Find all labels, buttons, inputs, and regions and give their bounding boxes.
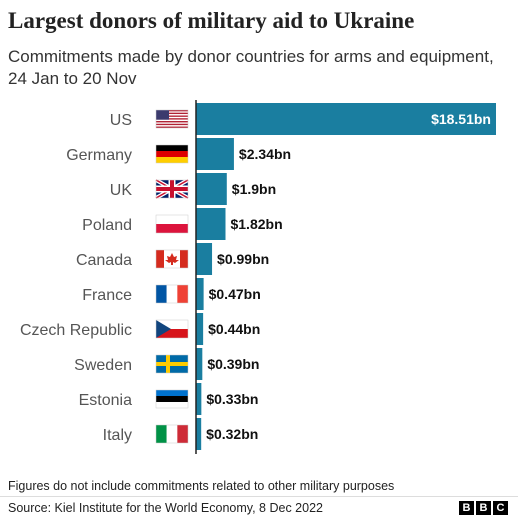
uk-flag-icon	[155, 178, 189, 200]
bar	[196, 138, 234, 170]
value-label: $2.34bn	[239, 146, 291, 162]
category-label: UK	[110, 182, 133, 199]
category-label: Poland	[82, 217, 132, 234]
bbc-logo-letter: B	[459, 501, 474, 515]
bar	[196, 208, 226, 240]
italy-flag-icon	[155, 424, 189, 444]
germany-flag-icon	[155, 144, 189, 164]
chart-title: Largest donors of military aid to Ukrain…	[8, 8, 415, 33]
bar	[196, 383, 202, 415]
category-label: Sweden	[74, 357, 132, 374]
divider	[0, 496, 518, 497]
chart-subtitle: Commitments made by donor countries for …	[8, 47, 494, 88]
bbc-logo-letter: B	[476, 501, 491, 515]
us-flag-icon	[155, 109, 189, 129]
bar	[196, 348, 203, 380]
value-label: $0.32bn	[206, 426, 258, 442]
bar-chart: US $18.51bn Germany $2.34bn UK $1.9bn Poland $1…	[20, 100, 496, 454]
bbc-logo-letter: C	[493, 501, 508, 515]
canada-flag-icon	[155, 249, 189, 269]
sweden-flag-icon	[155, 354, 189, 374]
category-label: Germany	[66, 147, 132, 164]
bar	[196, 278, 204, 310]
category-label: Czech Republic	[20, 322, 132, 339]
bar	[196, 173, 227, 205]
bar	[196, 313, 204, 345]
value-label: $1.82bn	[230, 216, 282, 232]
value-label: $0.33bn	[206, 391, 258, 407]
value-label: $0.99bn	[217, 251, 269, 267]
bar	[196, 243, 213, 275]
estonia-flag-icon	[155, 389, 189, 409]
value-label: $0.44bn	[208, 321, 260, 337]
france-flag-icon	[155, 284, 189, 304]
bbc-logo: B B C	[459, 501, 508, 515]
category-label: US	[110, 112, 132, 129]
value-label: $1.9bn	[232, 181, 276, 197]
source-text: Source: Kiel Institute for the World Eco…	[8, 501, 323, 515]
bar	[196, 103, 496, 135]
category-label: Canada	[76, 252, 132, 269]
category-label: France	[82, 287, 132, 304]
value-label: $0.47bn	[209, 286, 261, 302]
category-label: Italy	[103, 427, 132, 444]
bar	[196, 418, 202, 450]
poland-flag-icon	[155, 214, 189, 234]
category-label: Estonia	[79, 392, 132, 409]
czech-flag-icon	[155, 319, 189, 339]
value-label: $0.39bn	[207, 356, 259, 372]
footnote: Figures do not include commitments relat…	[8, 479, 395, 493]
value-label: $18.51bn	[431, 111, 491, 127]
